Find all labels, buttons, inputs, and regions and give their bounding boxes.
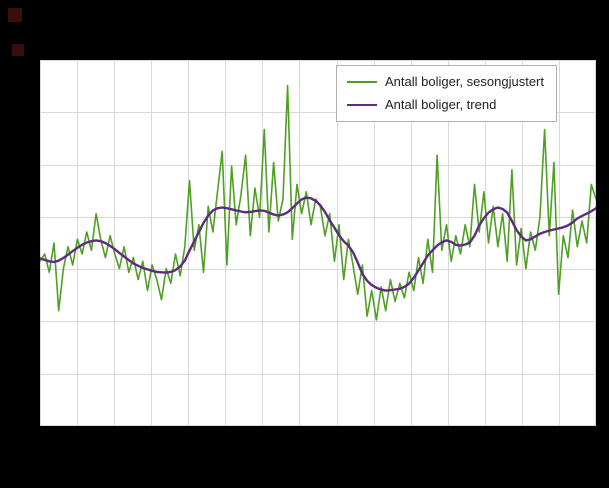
plot-area: Antall boliger, sesongjustert Antall bol… bbox=[40, 60, 596, 426]
legend-item-trend: Antall boliger, trend bbox=[347, 97, 544, 113]
decoration-square-left bbox=[12, 44, 24, 56]
legend-label-sesongjustert: Antall boliger, sesongjustert bbox=[385, 74, 544, 89]
legend-swatch-sesongjustert-icon bbox=[347, 81, 377, 83]
decoration-square-top bbox=[8, 8, 22, 22]
legend-swatch-trend-icon bbox=[347, 104, 377, 106]
series-line-antall-boliger-trend bbox=[40, 196, 596, 292]
legend-item-sesongjustert: Antall boliger, sesongjustert bbox=[347, 74, 544, 90]
legend: Antall boliger, sesongjustert Antall bol… bbox=[336, 65, 557, 122]
legend-label-trend: Antall boliger, trend bbox=[385, 97, 497, 112]
